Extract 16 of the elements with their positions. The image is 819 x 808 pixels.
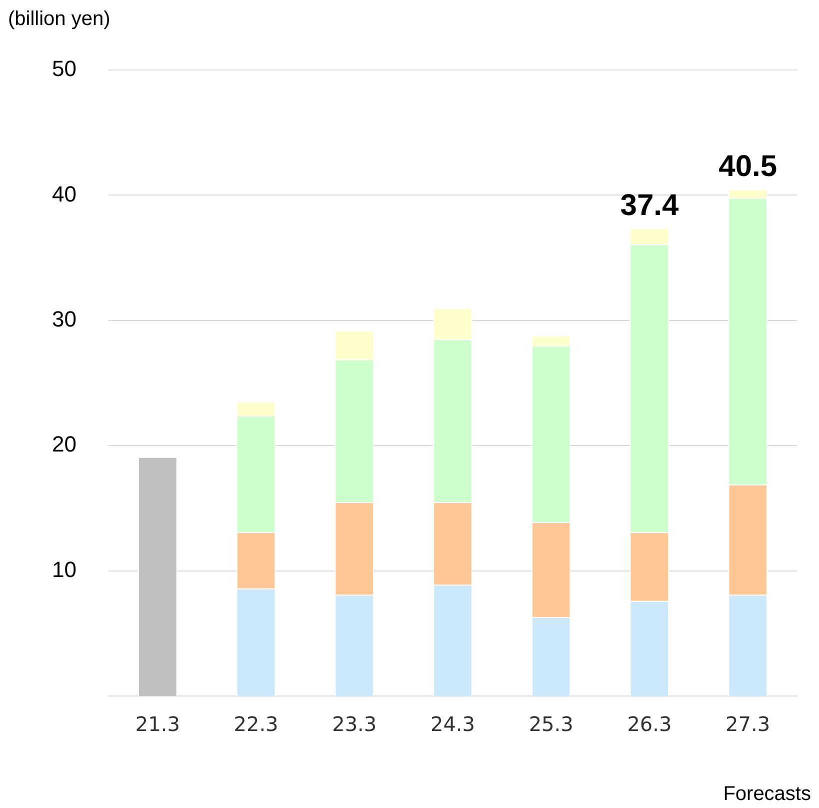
y-tick-label: 30 bbox=[52, 306, 76, 332]
x-tick-label: 22.3 bbox=[234, 712, 278, 736]
x-tick-label: 27.3 bbox=[726, 712, 770, 736]
x-tick-label: 21.3 bbox=[135, 712, 180, 736]
y-tick-label: 20 bbox=[52, 432, 76, 457]
y-axis-title: (billion yen) bbox=[8, 8, 110, 31]
x-tick-label: 24.3 bbox=[430, 712, 475, 736]
total-label: 37.4 bbox=[620, 189, 679, 222]
x-tick-label: 25.3 bbox=[528, 712, 574, 736]
x-tick-label: 23.3 bbox=[332, 712, 377, 736]
y-tick-label: 50 bbox=[52, 56, 76, 82]
y-tick-label: 40 bbox=[52, 181, 76, 206]
x-tick-label: 26.3 bbox=[627, 712, 672, 736]
total-label: 40.5 bbox=[718, 150, 778, 184]
y-tick-label: 10 bbox=[52, 556, 76, 582]
text: Forecasts bbox=[723, 783, 811, 806]
